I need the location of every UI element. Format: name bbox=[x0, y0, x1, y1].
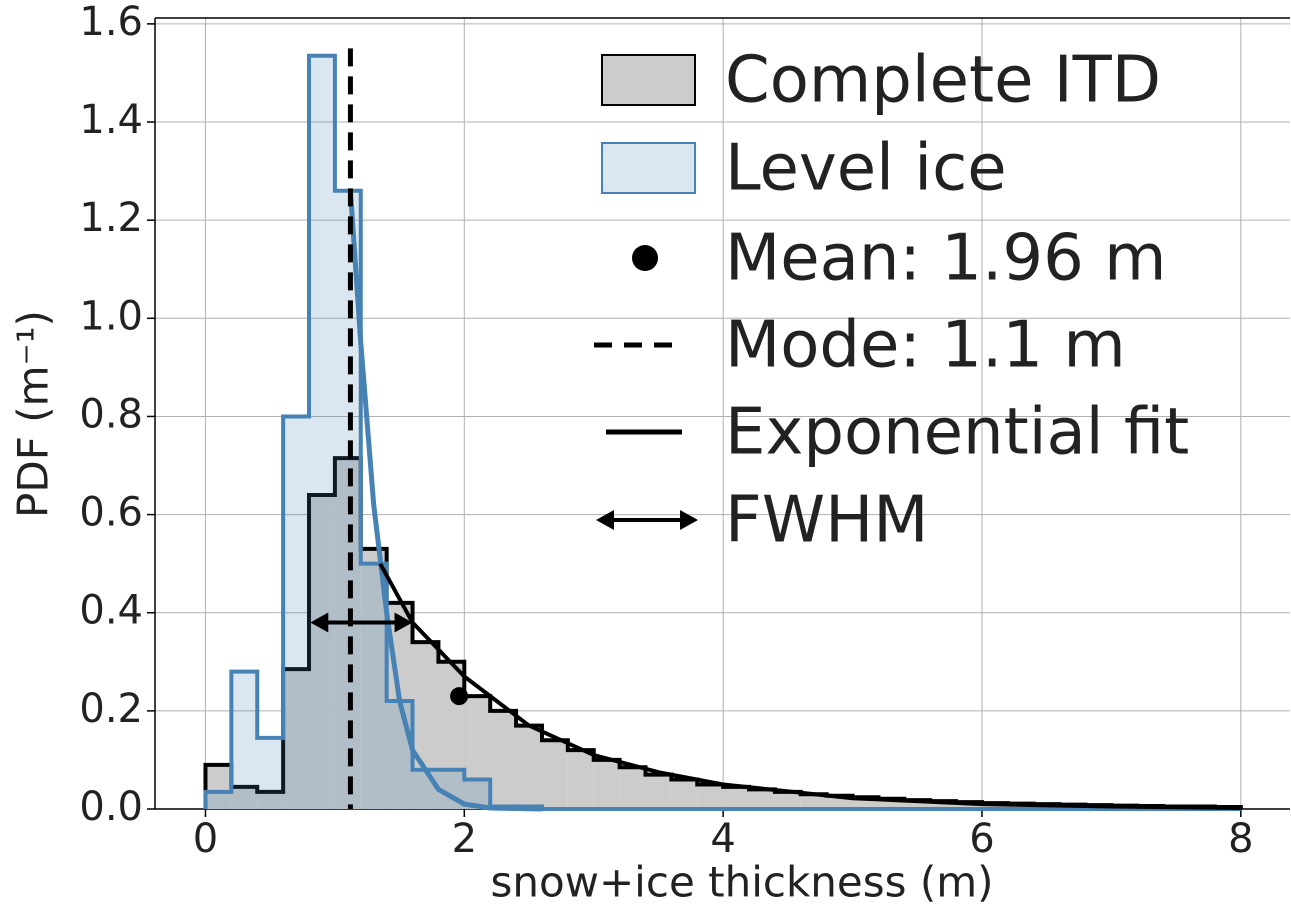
y-tick-label: 0.6 bbox=[79, 490, 143, 536]
histogram-bar bbox=[852, 797, 879, 809]
legend-label: Level ice bbox=[725, 132, 1007, 206]
y-tick-label: 0.8 bbox=[79, 391, 143, 437]
histogram-outline bbox=[203, 53, 1241, 811]
y-axis-label: PDF (m⁻¹) bbox=[9, 310, 58, 518]
histogram-bar bbox=[800, 794, 827, 809]
histogram-bar bbox=[749, 789, 775, 809]
x-tick-label: 0 bbox=[193, 816, 218, 862]
y-tick-label: 0.4 bbox=[79, 588, 143, 634]
histogram-bar bbox=[464, 696, 491, 809]
histogram-bar bbox=[257, 791, 284, 809]
histogram-bar bbox=[360, 563, 387, 809]
histogram-bar bbox=[593, 759, 620, 809]
histogram-bar bbox=[231, 786, 258, 809]
histogram-bar bbox=[516, 725, 542, 809]
fit-line bbox=[347, 190, 543, 812]
histogram-bar bbox=[334, 458, 361, 809]
histogram-bar bbox=[205, 764, 232, 809]
histogram-bar bbox=[645, 774, 672, 809]
y-tick-label: 0.0 bbox=[79, 784, 143, 830]
legend-label: FWHM bbox=[725, 484, 928, 558]
y-tick-label: 1.2 bbox=[79, 195, 143, 241]
histogram-bar bbox=[774, 791, 801, 809]
histogram-bar bbox=[956, 802, 982, 809]
fit-line bbox=[378, 562, 1241, 811]
histogram-bar bbox=[309, 494, 335, 809]
histogram-bar bbox=[541, 740, 568, 809]
legend-swatch bbox=[601, 54, 696, 106]
mean-point bbox=[450, 687, 469, 706]
x-axis-label: snow+ice thickness (m) bbox=[490, 858, 993, 907]
legend-label: Exponential fit bbox=[725, 396, 1189, 470]
x-tick-label: 4 bbox=[710, 816, 735, 862]
x-tick-label: 2 bbox=[452, 816, 477, 862]
histogram-bar bbox=[205, 791, 232, 809]
y-tick-label: 1.6 bbox=[79, 0, 143, 45]
histogram-bar bbox=[386, 701, 413, 809]
histogram-bar bbox=[904, 800, 931, 809]
histogram-bar bbox=[697, 784, 724, 809]
histogram-bar bbox=[309, 55, 335, 809]
histogram-bar bbox=[283, 669, 310, 809]
x-tick-label: 6 bbox=[969, 816, 994, 862]
histogram-bar bbox=[930, 801, 957, 809]
x-tick-label: 8 bbox=[1228, 816, 1253, 862]
histogram-bar bbox=[490, 710, 517, 809]
y-tick-label: 1.0 bbox=[79, 293, 143, 339]
histogram-bar bbox=[231, 671, 258, 809]
y-tick-label: 1.4 bbox=[79, 97, 143, 143]
histogram-bar bbox=[567, 750, 594, 809]
legend-marker bbox=[632, 245, 658, 271]
histogram-bar bbox=[438, 661, 465, 809]
histogram-bar bbox=[283, 416, 310, 809]
histogram-bar bbox=[412, 769, 439, 809]
histogram-bar bbox=[671, 779, 698, 809]
histogram-bar bbox=[619, 767, 646, 809]
histogram-bar bbox=[878, 798, 905, 809]
legend-label: Mean: 1.96 m bbox=[725, 222, 1166, 296]
legend-swatch bbox=[601, 142, 696, 194]
legend-label: Complete ITD bbox=[725, 44, 1161, 118]
y-tick-label: 0.2 bbox=[79, 686, 143, 732]
histogram-bar bbox=[723, 786, 750, 809]
legend-label: Mode: 1.1 m bbox=[725, 309, 1126, 383]
histogram-bar bbox=[257, 737, 284, 809]
